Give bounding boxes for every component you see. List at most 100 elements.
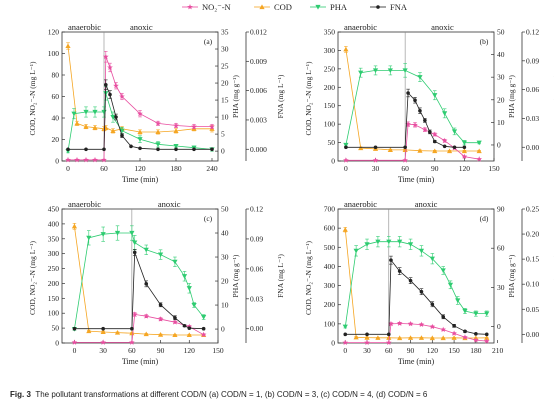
data-point (364, 335, 370, 340)
data-point (473, 311, 479, 317)
y-tick-label: 80 (52, 71, 60, 80)
data-point (114, 230, 121, 236)
data-point (129, 339, 135, 345)
data-point (83, 109, 89, 115)
data-point (432, 139, 437, 144)
plot-frame (61, 208, 219, 344)
data-point (397, 269, 402, 273)
data-point (114, 115, 118, 119)
data-point (484, 311, 490, 317)
r1-tick-label: 50 (497, 28, 505, 37)
data-point (92, 156, 98, 163)
data-point (132, 250, 137, 255)
r1-tick-label: 60 (497, 244, 505, 253)
data-point (364, 339, 370, 346)
series-cod (71, 222, 207, 338)
y-tick-label: 250 (324, 64, 336, 73)
r2-tick-label: 0.00 (526, 143, 539, 152)
y-tick-label: 200 (48, 279, 60, 288)
data-point (191, 123, 197, 130)
y-tick-label: 400 (324, 262, 336, 271)
data-point (66, 147, 70, 152)
series-cod (65, 42, 215, 135)
series-line (344, 241, 487, 327)
y-tick-label: 200 (324, 300, 336, 309)
data-point (342, 339, 349, 346)
data-point (418, 321, 425, 328)
y-tick-label: 50 (52, 324, 60, 333)
data-point (173, 143, 179, 149)
data-point (172, 319, 178, 325)
r2-tick-label: 0.12 (526, 28, 539, 37)
data-point (441, 314, 446, 319)
x-tick-label: 150 (488, 164, 500, 173)
series-non (342, 320, 490, 346)
legend-label: NO₂⁻-N (202, 2, 231, 12)
data-point (455, 298, 461, 304)
data-point (102, 147, 106, 152)
y-tick-label: 700 (324, 205, 336, 214)
data-point (157, 316, 164, 322)
data-point (397, 335, 403, 341)
data-point (72, 326, 77, 331)
data-point (442, 111, 448, 116)
data-point (108, 92, 112, 97)
data-point (83, 156, 89, 163)
data-point (201, 314, 207, 320)
data-point (373, 145, 378, 150)
data-point (156, 147, 160, 152)
series-line (345, 123, 480, 161)
data-point (71, 223, 78, 229)
y-tick-label: 50 (328, 138, 336, 147)
legend-marker (259, 4, 265, 10)
y-tick-label: 120 (48, 28, 60, 37)
y-tick-label: 100 (324, 120, 336, 129)
data-point (155, 142, 161, 147)
data-point (358, 70, 364, 76)
data-point (432, 93, 438, 98)
y-tick-label: 20 (52, 135, 60, 144)
x-tick-label: 60 (100, 164, 108, 173)
r2-tick-label: 0.06 (526, 85, 539, 94)
y-axis-title-right-fna: FNA (mg L⁻¹) (552, 74, 554, 118)
y-tick-label: 350 (48, 234, 60, 243)
data-point (86, 328, 92, 334)
series-line (345, 70, 480, 146)
legend-marker (187, 4, 193, 10)
x-tick-label: 30 (372, 164, 380, 173)
series-fna (66, 79, 214, 152)
panel-label: (a) (204, 37, 213, 46)
r1-tick-label: 20 (221, 79, 229, 88)
y-tick-label: 0 (331, 157, 335, 166)
r1-tick-label: 20 (221, 277, 229, 286)
data-point (406, 91, 410, 95)
x-tick-label: 0 (66, 164, 70, 173)
data-point (65, 156, 71, 163)
y-tick-label: 100 (48, 49, 60, 58)
data-point (431, 131, 438, 137)
r1-tick-label: 30 (497, 283, 505, 292)
data-point (451, 129, 458, 135)
data-point (440, 326, 447, 333)
data-point (100, 329, 106, 335)
r1-tick-label: 25 (221, 62, 229, 71)
data-point (187, 326, 192, 331)
data-point (463, 329, 467, 334)
data-point (129, 230, 135, 236)
figure-canvas: NO₂⁻-N COD PHA FNA anaerobic anoxic (a) 0 60 120… (28, 2, 554, 366)
series-line (67, 45, 212, 133)
data-point (74, 120, 80, 126)
phase-label-anaerobic: anaerobic (344, 22, 377, 32)
phase-label-anoxic: anoxic (431, 22, 454, 32)
x-tick-label: 180 (170, 164, 182, 173)
r1-tick-label: 30 (221, 253, 229, 262)
x-tick-label: 90 (157, 346, 165, 355)
data-point (101, 156, 107, 163)
data-point (375, 335, 381, 340)
y-tick-label: 0 (55, 339, 59, 348)
data-point (441, 137, 448, 144)
x-axis-title: Time (min) (122, 175, 159, 184)
x-tick-label: 0 (73, 346, 77, 355)
data-point (143, 313, 150, 319)
data-point (461, 148, 467, 154)
